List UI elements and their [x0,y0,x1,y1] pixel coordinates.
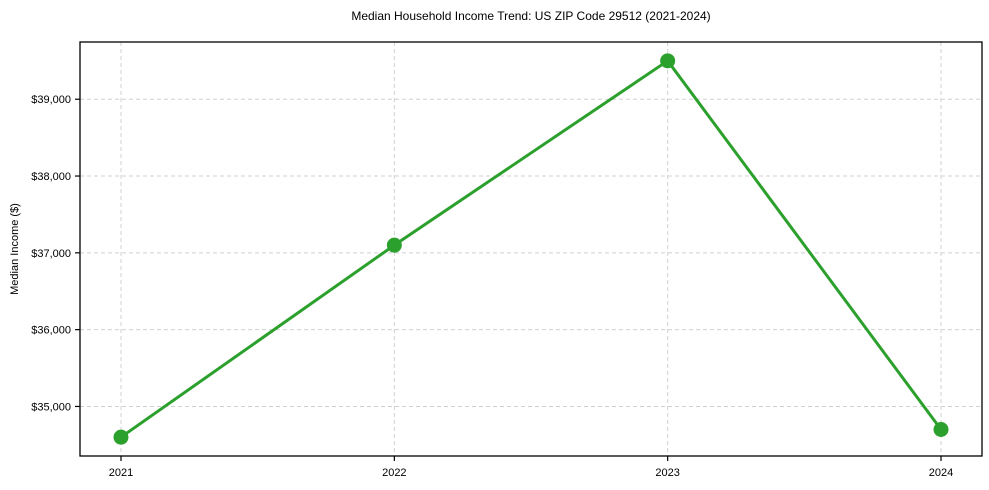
y-tick-label: $38,000 [31,171,71,183]
data-point-2023 [660,53,676,69]
chart-title: Median Household Income Trend: US ZIP Co… [351,9,711,23]
y-tick-label: $35,000 [31,401,71,413]
y-tick-label: $37,000 [31,248,71,260]
data-point-2024 [933,422,949,438]
income-trend-line [119,59,943,439]
x-tick-label: 2023 [655,467,679,479]
x-tick-label: 2022 [382,467,406,479]
y-tick-label: $39,000 [31,94,71,106]
x-tick-label: 2024 [929,467,953,479]
data-point-2022 [386,237,402,253]
x-tick-label: 2021 [109,467,133,479]
y-tick-label: $36,000 [31,325,71,337]
plot-border [79,41,983,457]
data-point-2021 [113,429,129,445]
